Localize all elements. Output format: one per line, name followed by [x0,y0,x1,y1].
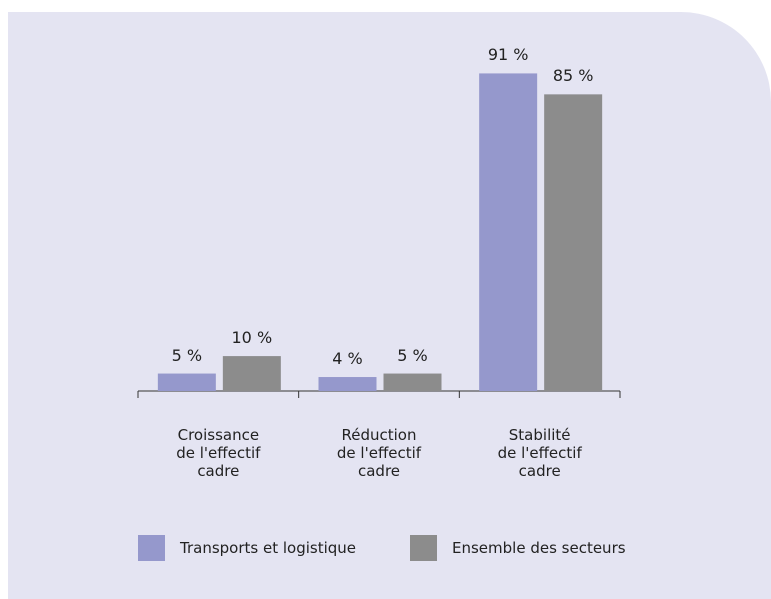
data-label: 4 % [332,349,363,369]
data-label: 10 % [231,328,273,348]
legend-swatch [410,535,437,561]
data-label: 91 % [487,45,529,65]
x-tick-label: Réduction de l'effectif cadre [336,426,422,480]
legend-label: Transports et logistique [180,539,357,557]
data-label: 5 % [397,345,428,365]
legend-label: Ensemble des secteurs [452,539,626,557]
data-label: 85 % [552,66,594,86]
bar [383,373,442,391]
panel [8,12,771,599]
x-tick-label: Croissance de l'effectif cadre [176,426,261,480]
data-label: 5 % [171,345,203,365]
bar [544,94,603,391]
x-tick-label: Stabilité de l'effectif cadre [497,426,582,480]
bar [479,73,538,391]
bar [318,377,377,391]
legend-swatch [138,535,165,561]
bar [157,373,216,391]
bar [222,356,281,391]
